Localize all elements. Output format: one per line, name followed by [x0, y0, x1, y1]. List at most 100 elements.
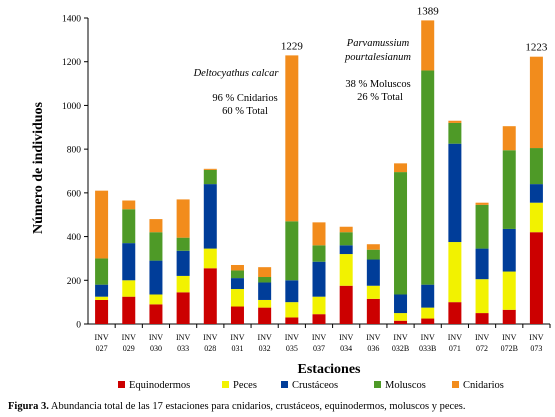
bar-segment-equinodermos: [230, 306, 244, 324]
x-tick-label: 034: [340, 344, 352, 353]
y-tick-label: 800: [67, 146, 82, 156]
x-tick-label: 032B: [392, 344, 409, 353]
bar-segment-peces: [285, 302, 299, 318]
legend-label: Cnidarios: [463, 380, 504, 391]
labels: 0 200 400 600 800 1000 1200 1400 INV 027 INV 029 INV…: [62, 5, 548, 353]
bar-segment-crustceos: [502, 228, 516, 272]
legend: Equinodermos Peces Crustáceos Moluscos Cnida…: [118, 380, 504, 391]
bar-segment-moluscos: [312, 245, 326, 262]
x-tick-label: INV: [339, 333, 353, 342]
x-tick-label: INV: [285, 333, 299, 342]
x-tick-label: 036: [367, 344, 379, 353]
bar-segment-equinodermos: [95, 299, 109, 324]
bar-segment-equinodermos: [122, 296, 136, 324]
x-tick-label: INV: [94, 333, 108, 342]
legend-swatch: [222, 381, 229, 388]
bar-segment-cnidarios: [122, 200, 136, 210]
bar-segment-equinodermos: [176, 292, 190, 324]
bar-segment-crustceos: [529, 184, 543, 203]
y-tick-label: 1400: [62, 15, 81, 25]
bar-segment-moluscos: [475, 204, 489, 249]
figure-caption: Figura 3. Abundancia total de las 17 est…: [8, 401, 553, 412]
x-tick-label: INV: [366, 333, 380, 342]
legend-label: Crustáceos: [292, 380, 338, 391]
legend-swatch: [452, 381, 459, 388]
x-tick-label: 072B: [501, 344, 518, 353]
caption-text: Abundancia total de las 17 estaciones pa…: [50, 401, 466, 412]
bar-segment-peces: [312, 296, 326, 315]
x-tick-label: 072: [476, 344, 488, 353]
bar-segment-crustceos: [95, 284, 109, 297]
bar-segment-equinodermos: [149, 304, 163, 324]
y-tick-label: 1200: [62, 58, 81, 68]
bar-segment-equinodermos: [502, 309, 516, 324]
y-tick-label: 600: [67, 189, 82, 199]
bar-segment-crustceos: [421, 284, 435, 308]
annotation-deltocyathus-line2: 60 % Total: [222, 106, 268, 117]
bar-segment-peces: [258, 299, 272, 308]
bar-segment-peces: [421, 307, 435, 319]
x-tick-label: 037: [313, 344, 325, 353]
annotation-deltocyathus-species: Deltocyathus calcar: [193, 68, 280, 79]
bar-total-label: 1223: [525, 42, 548, 54]
bar-segment-moluscos: [502, 150, 516, 229]
bar-segment-cnidarios: [394, 163, 408, 173]
legend-swatch: [281, 381, 288, 388]
annotation-parvamussium-species-1: Parvamussium: [346, 38, 410, 49]
bar-segment-equinodermos: [258, 307, 272, 324]
y-axis-label: Número de individuos: [31, 101, 46, 234]
x-tick-label: INV: [122, 333, 136, 342]
x-tick-label: 029: [123, 344, 135, 353]
bar-segment-crustceos: [176, 250, 190, 276]
bar-segment-moluscos: [95, 258, 109, 285]
bar-total-label: 1229: [281, 40, 304, 52]
legend-swatch: [374, 381, 381, 388]
x-tick-label: 033: [177, 344, 189, 353]
x-tick-label: INV: [258, 333, 272, 342]
bar-segment-moluscos: [230, 270, 244, 279]
bar-segment-peces: [122, 280, 136, 297]
bar-segment-moluscos: [258, 277, 272, 283]
bar-segment-equinodermos: [529, 232, 543, 324]
y-tick-label: 1000: [62, 102, 81, 112]
bar-segment-cnidarios: [502, 126, 516, 151]
bar-segment-cnidarios: [95, 190, 109, 259]
bar-segment-crustceos: [366, 259, 380, 286]
bar-segment-cnidarios: [149, 219, 163, 233]
bar-segment-moluscos: [366, 249, 380, 260]
legend-swatch: [118, 381, 125, 388]
bar-segment-moluscos: [149, 232, 163, 261]
annotation-parvamussium-line1: 38 % Moluscos: [345, 79, 410, 90]
bar-segment-crustceos: [475, 248, 489, 280]
x-tick-label: 073: [530, 344, 542, 353]
x-tick-label: 071: [449, 344, 461, 353]
x-tick-label: 032: [259, 344, 271, 353]
x-tick-label: INV: [230, 333, 244, 342]
bar-segment-crustceos: [203, 184, 217, 249]
bar-segment-peces: [448, 242, 462, 303]
x-tick-label: INV: [502, 333, 516, 342]
bar-segment-crustceos: [258, 282, 272, 300]
bars: [95, 20, 543, 324]
bar-segment-equinodermos: [366, 298, 380, 324]
bar-segment-crustceos: [394, 294, 408, 314]
bar-segment-peces: [230, 289, 244, 307]
bar-segment-moluscos: [448, 122, 462, 144]
bar-segment-moluscos: [122, 209, 136, 244]
bar-segment-cnidarios: [285, 55, 299, 222]
bar-segment-cnidarios: [421, 20, 435, 71]
bar-segment-moluscos: [394, 172, 408, 295]
bar-segment-crustceos: [285, 280, 299, 303]
x-tick-label: 035: [286, 344, 298, 353]
x-tick-label: INV: [448, 333, 462, 342]
bar-segment-cnidarios: [529, 56, 543, 149]
bar-segment-peces: [176, 275, 190, 293]
x-tick-label: 030: [150, 344, 162, 353]
bar-segment-peces: [203, 248, 217, 269]
bar-segment-crustceos: [339, 245, 353, 255]
bar-segment-equinodermos: [339, 285, 353, 324]
bar-segment-equinodermos: [312, 314, 326, 324]
bar-segment-moluscos: [421, 70, 435, 285]
bar-segment-peces: [339, 254, 353, 286]
